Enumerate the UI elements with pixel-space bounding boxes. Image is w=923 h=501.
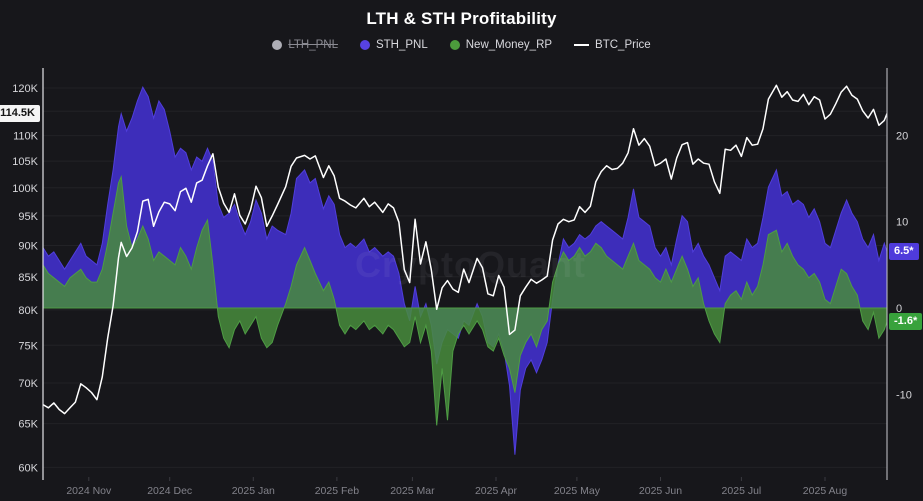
chart-legend: LTH_PNL STH_PNL New_Money_RP BTC_Price: [0, 39, 923, 51]
svg-text:2025 Jul: 2025 Jul: [722, 485, 762, 497]
new-money-rp-badge: -1.6*: [889, 313, 923, 331]
legend-item-label: BTC_Price: [595, 39, 651, 51]
svg-text:60K: 60K: [18, 462, 38, 474]
y-axis-left-labels: 120K 110K 105K 100K 95K 90K 85K 80K 75K 70K 65K 60K: [12, 83, 38, 474]
svg-text:2025 May: 2025 May: [554, 485, 601, 497]
svg-text:100K: 100K: [12, 183, 38, 195]
svg-text:-10: -10: [896, 389, 912, 401]
legend-item-btc-price[interactable]: BTC_Price: [574, 39, 651, 51]
legend-item-label: LTH_PNL: [288, 39, 338, 51]
legend-line-icon: [574, 44, 590, 46]
svg-text:105K: 105K: [12, 156, 38, 168]
svg-text:90K: 90K: [18, 241, 38, 253]
legend-item-lth-pnl[interactable]: LTH_PNL: [272, 39, 338, 51]
svg-text:85K: 85K: [18, 272, 38, 284]
svg-text:0: 0: [896, 303, 902, 315]
svg-text:2024 Dec: 2024 Dec: [147, 485, 192, 497]
svg-text:110K: 110K: [13, 131, 39, 143]
btc-price-badge: 114.5K: [0, 105, 40, 123]
line-series-btc-price: [43, 84, 887, 415]
chart-title: LTH & STH Profitability: [366, 9, 557, 28]
svg-text:10: 10: [896, 217, 908, 229]
sth-pnl-badge: 6.5*: [889, 243, 919, 261]
legend-dot-icon: [272, 40, 283, 50]
x-axis-labels: 2024 Nov 2024 Dec 2025 Jan 2025 Feb 2025 Mar…: [66, 477, 847, 497]
svg-text:2025 Apr: 2025 Apr: [475, 485, 518, 497]
svg-text:80K: 80K: [18, 305, 38, 317]
svg-text:2025 Aug: 2025 Aug: [803, 485, 848, 497]
area-series-new-money-rp: [43, 174, 887, 426]
legend-item-sth-pnl[interactable]: STH_PNL: [359, 39, 428, 51]
svg-text:2025 Feb: 2025 Feb: [315, 485, 360, 497]
svg-text:2024 Nov: 2024 Nov: [66, 485, 112, 497]
svg-text:70K: 70K: [18, 378, 38, 390]
svg-text:2025 Mar: 2025 Mar: [390, 485, 435, 497]
series-layer: [43, 84, 887, 455]
svg-text:2025 Jun: 2025 Jun: [639, 485, 682, 497]
svg-text:20: 20: [896, 130, 908, 142]
y-axis-right-labels: 20 10 0 -10: [896, 130, 912, 401]
svg-text:95K: 95K: [18, 211, 38, 223]
legend-dot-icon: [359, 40, 370, 50]
svg-text:120K: 120K: [12, 83, 38, 95]
legend-dot-icon: [449, 40, 460, 50]
svg-text:65K: 65K: [18, 419, 38, 431]
legend-item-label: STH_PNL: [375, 39, 428, 51]
legend-item-label: New_Money_RP: [465, 39, 553, 51]
svg-text:2025 Jan: 2025 Jan: [232, 485, 275, 497]
svg-text:75K: 75K: [18, 340, 38, 352]
axis-lines: [42, 68, 888, 480]
legend-item-new-money-rp[interactable]: New_Money_RP: [449, 39, 553, 51]
